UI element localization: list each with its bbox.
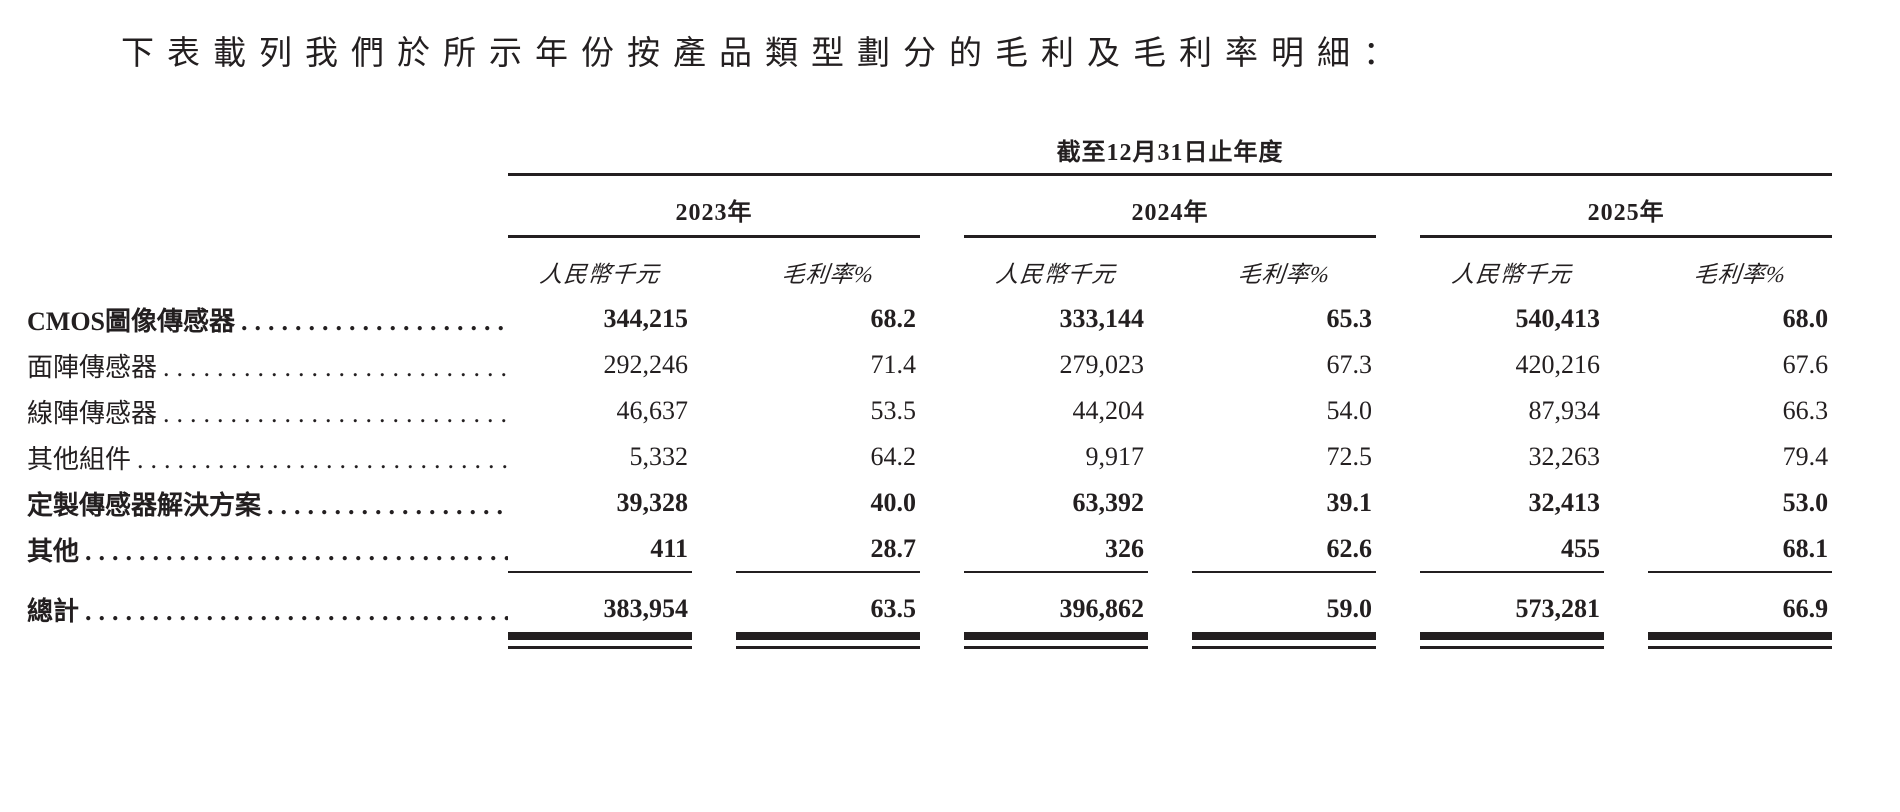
cell-value: 68.2 (870, 304, 917, 333)
total-double-rule (1420, 632, 1604, 649)
table-row-custom-sensor-solutions: 定製傳感器解決方案 39,328 40.0 63,392 39.1 32,413… (27, 480, 1832, 526)
table-row-others: 其他 411 28.7 326 62.6 455 68.1 (27, 526, 1832, 572)
total-double-rule (964, 632, 1148, 649)
year-2025: 2025年 (1587, 199, 1665, 226)
period-header: 截至12月31日止年度 (1056, 139, 1284, 166)
cell-value: 66.9 (1782, 594, 1829, 623)
table-row-linear-sensors: 線陣傳感器 46,637 53.5 44,204 54.0 87,934 66.… (27, 388, 1832, 434)
table-row-total: 總計 383,954 63.5 396,862 59.0 573,281 66.… (27, 586, 1832, 632)
cell-value: 64.2 (870, 442, 917, 471)
cell-value: 63.5 (870, 594, 917, 623)
cell-value: 65.3 (1326, 304, 1373, 333)
cell-value: 40.0 (870, 488, 917, 517)
dot-leader (131, 445, 508, 475)
column-rule (1648, 571, 1833, 586)
cell-value: 455 (1561, 533, 1600, 563)
cell-value: 63,392 (1072, 488, 1145, 517)
cell-value: 420,216 (1515, 350, 1601, 379)
cell-value: 383,954 (603, 594, 689, 623)
cell-value: 87,934 (1528, 396, 1601, 425)
subheader-row: 人民幣千元 毛利率% 人民幣千元 毛利率% 人民幣千元 毛利率% (27, 248, 1832, 296)
row-label: 總計 (27, 596, 80, 626)
cell-value: 28.7 (870, 533, 917, 563)
cell-value: 344,215 (603, 304, 689, 333)
cell-value: 411 (650, 533, 688, 563)
col-header-margin-2023: 毛利率% (780, 262, 876, 287)
cell-value: 279,023 (1059, 350, 1145, 379)
col-header-amount-2025: 人民幣千元 (1450, 262, 1574, 287)
cell-value: 573,281 (1515, 594, 1601, 623)
table-row-other-components: 其他組件 5,332 64.2 9,917 72.5 32,263 79.4 (27, 434, 1832, 480)
period-header-row: 截至12月31日止年度 (27, 128, 1832, 174)
cell-value: 59.0 (1326, 594, 1373, 623)
total-double-rule (508, 632, 692, 649)
cell-value: 44,204 (1072, 396, 1145, 425)
col-header-amount-2023: 人民幣千元 (538, 262, 662, 287)
dot-leader (235, 307, 508, 337)
cell-value: 53.5 (870, 396, 917, 425)
cell-value: 9,917 (1085, 442, 1145, 471)
year-rules-row (27, 234, 1833, 248)
cell-value: 32,263 (1528, 442, 1601, 471)
row-label: CMOS圖像傳感器 (27, 306, 236, 336)
column-rule (964, 571, 1148, 586)
total-rules-row (27, 632, 1833, 658)
total-double-rule (1192, 632, 1376, 649)
cell-value: 54.0 (1326, 396, 1373, 425)
cell-value: 39.1 (1326, 488, 1373, 517)
cell-value: 67.3 (1326, 350, 1373, 379)
cell-value: 53.0 (1782, 488, 1829, 517)
cell-value: 68.0 (1782, 304, 1829, 333)
year-2024: 2024年 (1131, 199, 1209, 226)
period-rule-row (27, 172, 1833, 186)
year-2023: 2023年 (675, 199, 753, 226)
cell-value: 333,144 (1059, 304, 1145, 333)
cell-value: 540,413 (1515, 304, 1601, 333)
table-row-cmos-image-sensors: CMOS圖像傳感器 344,215 68.2 333,144 65.3 540,… (27, 296, 1832, 342)
column-rule (1192, 571, 1376, 586)
year-header-row: 2023年 2024年 2025年 (27, 186, 1832, 236)
dot-leader (157, 353, 508, 383)
cell-value: 5,332 (629, 442, 689, 471)
cell-value: 67.6 (1782, 350, 1829, 379)
year-2023-rule (508, 234, 920, 248)
cell-value: 326 (1105, 533, 1144, 563)
cell-value: 39,328 (616, 488, 689, 517)
table-row-area-sensors: 面陣傳感器 292,246 71.4 279,023 67.3 420,216 … (27, 342, 1832, 388)
cell-value: 79.4 (1782, 442, 1829, 471)
total-double-rule (736, 632, 920, 649)
row-label: 其他組件 (27, 444, 132, 474)
cell-value: 66.3 (1782, 396, 1829, 425)
period-rule (508, 172, 1833, 186)
dot-leader (157, 399, 508, 429)
row-label: 線陣傳感器 (27, 398, 158, 428)
row-label: 其他 (27, 536, 80, 566)
cell-value: 32,413 (1528, 488, 1601, 517)
gross-profit-table: 截至12月31日止年度 2023年 2024年 2025年 人民幣千元 (27, 128, 1833, 658)
col-header-margin-2024: 毛利率% (1236, 262, 1332, 287)
cell-value: 292,246 (603, 350, 689, 379)
cell-value: 46,637 (616, 396, 689, 425)
column-rule (736, 571, 920, 586)
col-header-amount-2024: 人民幣千元 (994, 262, 1118, 287)
column-rule (508, 571, 692, 586)
col-header-margin-2025: 毛利率% (1692, 262, 1788, 287)
dot-leader (261, 491, 508, 521)
row-label: 定製傳感器解決方案 (27, 490, 262, 520)
total-double-rule (1648, 632, 1833, 649)
cell-value: 396,862 (1059, 594, 1145, 623)
dot-leader (79, 597, 508, 627)
year-2024-rule (964, 234, 1376, 248)
row-label: 面陣傳感器 (27, 352, 158, 382)
cell-value: 68.1 (1782, 533, 1829, 563)
year-2025-rule (1420, 234, 1833, 248)
cell-value: 72.5 (1326, 442, 1373, 471)
cell-value: 71.4 (870, 350, 917, 379)
cell-value: 62.6 (1326, 533, 1373, 563)
pre-total-rules-row (27, 571, 1833, 586)
column-rule (1420, 571, 1604, 586)
dot-leader (79, 537, 508, 567)
section-title: 下表載列我們於所示年份按產品類型劃分的毛利及毛利率明細： (121, 36, 1409, 72)
